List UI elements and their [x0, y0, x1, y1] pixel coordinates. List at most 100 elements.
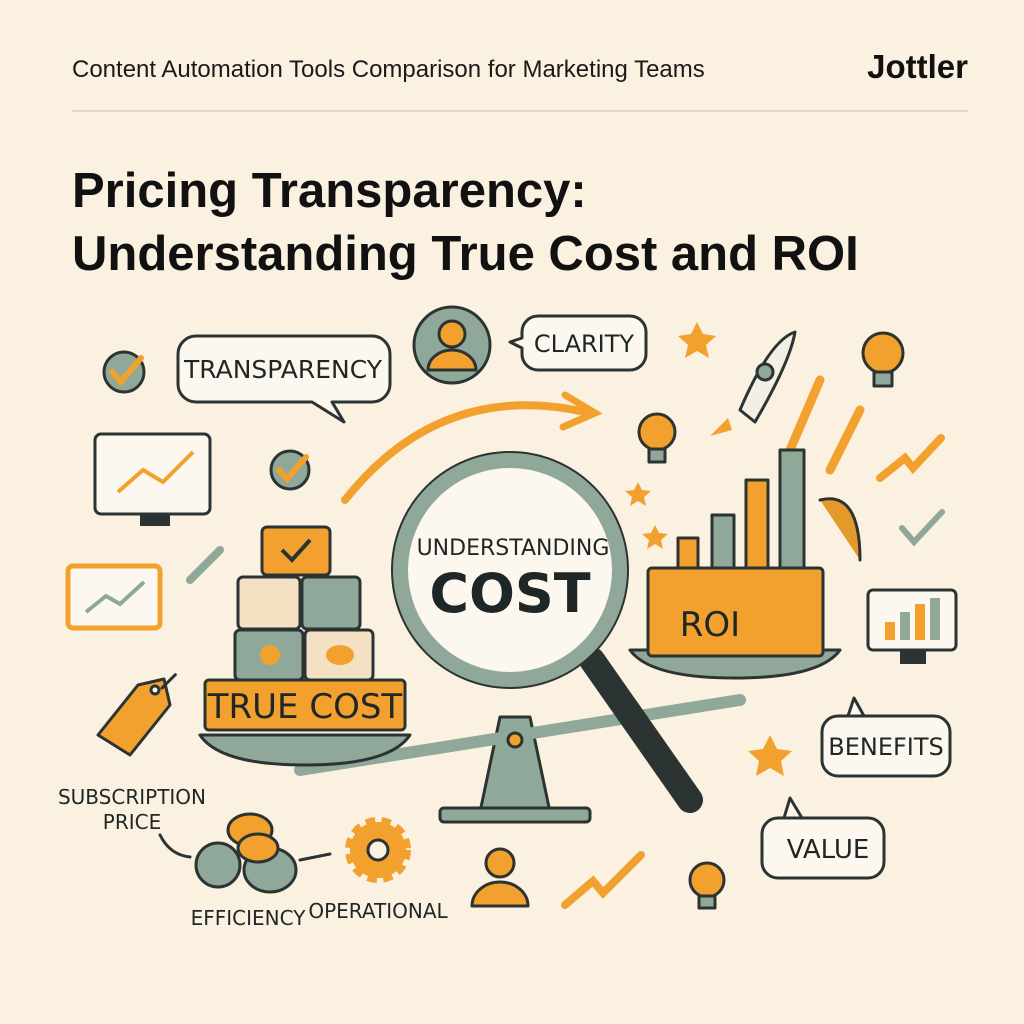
bulb-icon-part	[637, 412, 677, 452]
stars-part	[625, 482, 651, 506]
bulb-icon	[637, 331, 905, 910]
monitor-icon-part	[885, 622, 895, 640]
cost-blocks-part	[260, 645, 280, 665]
arrows	[186, 375, 945, 909]
magnifier: UNDERSTANDING COST	[391, 451, 703, 813]
magnifier-word: COST	[429, 562, 590, 625]
title-line: Pricing Transparency:	[72, 164, 587, 218]
person-icon	[412, 305, 530, 908]
speech-bubble-part	[508, 314, 648, 372]
speech-bubble: VALUE	[760, 796, 886, 880]
price-tag-part	[149, 684, 161, 696]
bulb-icon-part	[697, 894, 717, 910]
cost-blocks-part	[203, 678, 407, 732]
magnifier-caption: UNDERSTANDING	[417, 536, 610, 561]
monitor-icon-part	[140, 514, 170, 526]
coins-gear	[158, 812, 411, 894]
cost-blocks-part	[280, 538, 312, 563]
arrows-part	[785, 375, 865, 475]
header: Content Automation Tools Comparison for …	[72, 48, 968, 112]
monitor-icon	[65, 432, 958, 664]
magnifier-part	[391, 451, 629, 689]
brand: Jottler	[867, 48, 968, 85]
bubble-label: BENEFITS	[828, 733, 944, 761]
efficiency-label: EFFICIENCY	[191, 906, 307, 930]
speech-bubble-part	[760, 796, 886, 880]
monitor-icon-part	[116, 450, 195, 494]
magnifier-part	[579, 647, 703, 813]
scale-part	[506, 731, 524, 749]
person-icon-part	[426, 348, 478, 372]
cost-blocks-part	[260, 525, 332, 577]
scale-part	[198, 733, 412, 767]
cost-blocks-part	[326, 645, 354, 665]
roi-label: ROI	[680, 605, 740, 645]
coins-gear-part	[236, 832, 280, 864]
bulb-icon-part	[861, 331, 905, 375]
rocket-icon	[710, 330, 797, 436]
check-icon-part	[276, 454, 309, 484]
rocket-icon-part	[710, 418, 732, 436]
arrows-part	[561, 851, 645, 909]
monitor-icon-part	[915, 604, 925, 640]
person-icon-part	[437, 319, 467, 349]
magnifier-part	[392, 452, 628, 688]
arrows-part	[186, 546, 224, 584]
arrows-part	[559, 391, 603, 431]
price-tag-part	[160, 673, 177, 690]
bulb-icon-part	[688, 861, 726, 899]
bubble-label: VALUE	[787, 835, 870, 865]
stars	[625, 322, 792, 776]
check-icon-part	[109, 355, 144, 387]
price-tag-part	[96, 677, 172, 757]
treasure-chest-part	[744, 478, 770, 580]
coins-gear-part	[366, 838, 390, 862]
speech-bubble: TRANSPARENCY	[176, 334, 392, 424]
monitor-icon-part	[930, 598, 940, 640]
stars-part	[678, 322, 716, 358]
subscription-label: SUBSCRIPTION	[58, 785, 206, 809]
stars-part	[748, 735, 792, 776]
header-subtitle: Content Automation Tools Comparison for …	[72, 56, 705, 83]
cost-blocks: TRUE COST	[203, 525, 407, 732]
bubble-label: CLARITY	[534, 330, 635, 358]
coins-gear-part	[158, 833, 332, 862]
monitor-icon-part	[900, 612, 910, 640]
treasure-chest-part	[818, 497, 862, 562]
person-icon-part	[484, 847, 516, 879]
stars-part	[642, 525, 668, 549]
speech-bubble-part	[820, 696, 952, 778]
labels: SUBSCRIPTION PRICE EFFICIENCY OPERATIONA…	[58, 785, 449, 930]
speech-bubble: CLARITY	[508, 314, 648, 372]
speech-bubble: BENEFITS	[820, 696, 952, 778]
treasure-chest-part	[646, 566, 825, 658]
monitor-icon-part	[866, 588, 958, 652]
check-icon	[102, 350, 945, 547]
monitor-icon-part	[84, 580, 146, 614]
bubble-label: TRANSPARENCY	[183, 355, 383, 384]
title: Pricing Transparency: Understanding True…	[72, 164, 859, 281]
cost-blocks-part	[236, 575, 302, 631]
person-icon-part	[470, 880, 530, 908]
title-line: Understanding True Cost and ROI	[72, 227, 859, 281]
bulb-icon-part	[647, 447, 667, 464]
subscription-label: PRICE	[103, 810, 161, 834]
rocket-icon-part	[755, 362, 775, 382]
treasure-chest: ROI	[646, 448, 862, 658]
price-tag	[96, 673, 177, 757]
operational-label: OPERATIONAL	[308, 899, 448, 923]
treasure-chest-part	[778, 448, 806, 580]
arrows-part	[341, 401, 589, 504]
arrows-part	[876, 434, 945, 482]
speech-bubble-part	[176, 334, 392, 424]
true-cost-label: TRUE COST	[207, 687, 403, 727]
check-icon-part	[899, 509, 945, 547]
bulb-icon-part	[872, 370, 894, 388]
cost-blocks-part	[300, 575, 362, 631]
coins-gear-part	[194, 841, 242, 889]
monitor-icon-part	[900, 650, 926, 664]
monitor-icon-part	[65, 563, 163, 631]
